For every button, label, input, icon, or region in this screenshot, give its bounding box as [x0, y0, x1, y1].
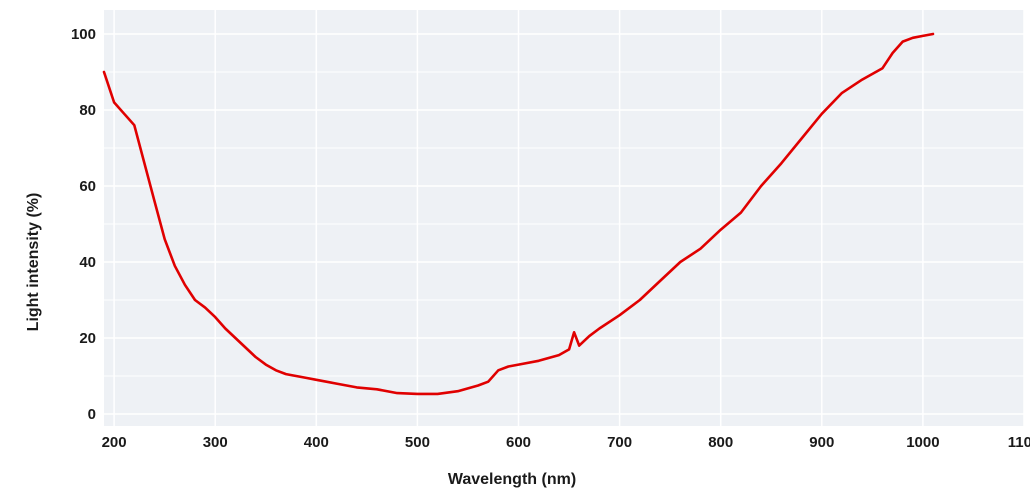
- y-tick-label: 20: [79, 330, 96, 347]
- x-tick-label: 200: [102, 434, 127, 451]
- x-tick-label: 600: [506, 434, 531, 451]
- x-tick-label: 800: [708, 434, 733, 451]
- grid-lines: [104, 10, 1025, 426]
- y-tick-label: 40: [79, 254, 96, 271]
- series-line: [102, 32, 935, 396]
- x-tick-label: 500: [405, 434, 430, 451]
- y-axis-title: Light intensity (%): [25, 193, 42, 332]
- y-tick-label: 80: [79, 102, 96, 119]
- x-tick-label: 300: [203, 434, 228, 451]
- x-tick-label: 900: [809, 434, 834, 451]
- y-axis-ticks: 0 20 40 60 80 100: [71, 26, 96, 423]
- y-tick-label: 60: [79, 178, 96, 195]
- x-tick-label: 400: [304, 434, 329, 451]
- y-tick-label: 100: [71, 26, 96, 43]
- x-tick-label: 1000: [906, 434, 939, 451]
- x-axis-title: Wavelength (nm): [448, 471, 576, 488]
- plot-background: [104, 10, 1024, 426]
- x-tick-label: 700: [607, 434, 632, 451]
- y-tick-label: 0: [88, 406, 96, 423]
